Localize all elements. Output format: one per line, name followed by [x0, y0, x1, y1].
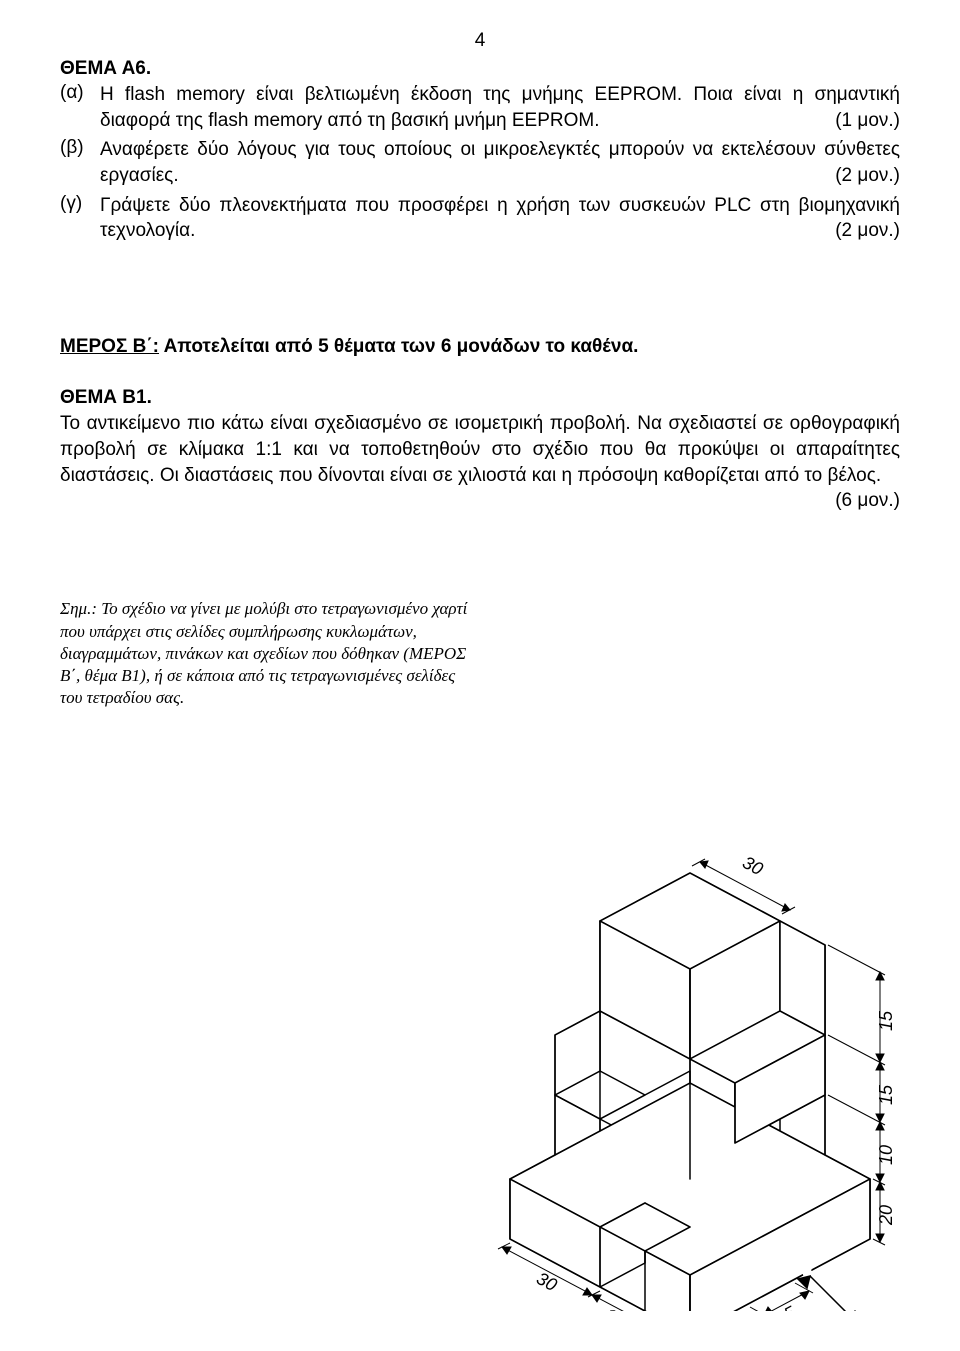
- text-a6-b: Αναφέρετε δύο λόγους για τους οποίους οι…: [100, 139, 900, 186]
- dim-r-20: 20: [876, 1205, 896, 1226]
- dim-b-30: 30: [533, 1268, 560, 1295]
- points-a6-c: (2 μον.): [835, 218, 900, 244]
- item-a6-a: (α) Η flash memory είναι βελτιωμένη έκδο…: [60, 82, 900, 133]
- heading-b1: ΘΕΜΑ Β1.: [60, 387, 900, 409]
- label-a6-b: (β): [60, 137, 100, 159]
- body-a6-a: Η flash memory είναι βελτιωμένη έκδοση τ…: [100, 82, 900, 133]
- section-b-heading: ΜΕΡΟΣ Β΄: Αποτελείται από 5 θέματα των 6…: [60, 334, 900, 360]
- body-b1: Το αντικείμενο πιο κάτω είναι σχεδιασμέν…: [60, 411, 900, 488]
- label-a6-c: (γ): [60, 193, 100, 215]
- dim-top-30: 30: [739, 852, 766, 879]
- heading-a6: ΘΕΜΑ Α6.: [60, 58, 900, 80]
- dim-b-15a: 15: [601, 1304, 629, 1311]
- points-a6-a: (1 μον.): [835, 108, 900, 134]
- page-number: 4: [60, 30, 900, 52]
- dim-r-15b: 15: [876, 1084, 896, 1105]
- dim-r-10: 10: [876, 1145, 896, 1165]
- text-a6-a: Η flash memory είναι βελτιωμένη έκδοση τ…: [100, 84, 900, 131]
- isometric-diagram: 30 15 15 10 20: [460, 811, 900, 1311]
- points-b1: (6 μον.): [835, 488, 900, 514]
- points-a6-b: (2 μον.): [835, 163, 900, 189]
- item-a6-b: (β) Αναφέρετε δύο λόγους για τους οποίου…: [60, 137, 900, 188]
- text-a6-c: Γράψετε δύο πλεονεκτήματα που προσφέρει …: [100, 195, 900, 242]
- item-a6-c: (γ) Γράψετε δύο πλεονεκτήματα που προσφέ…: [60, 193, 900, 244]
- section-b-rest: Αποτελείται από 5 θέματα των 6 μονάδων τ…: [159, 336, 638, 357]
- note-block: Σημ.: Το σχέδιο να γίνει με μολύβι στο τ…: [60, 598, 480, 708]
- section-b-prefix: ΜΕΡΟΣ Β΄:: [60, 336, 159, 357]
- diagram-svg: 30 15 15 10 20: [460, 811, 900, 1311]
- dim-b-15b: 15: [772, 1302, 800, 1311]
- view-arrow-icon: [798, 1263, 865, 1311]
- body-a6-b: Αναφέρετε δύο λόγους για τους οποίους οι…: [100, 137, 900, 188]
- text-b1: Το αντικείμενο πιο κάτω είναι σχεδιασμέν…: [60, 413, 900, 485]
- body-a6-c: Γράψετε δύο πλεονεκτήματα που προσφέρει …: [100, 193, 900, 244]
- dim-r-15a: 15: [876, 1010, 896, 1031]
- label-a6-a: (α): [60, 82, 100, 104]
- note-text: Σημ.: Το σχέδιο να γίνει με μολύβι στο τ…: [60, 599, 467, 706]
